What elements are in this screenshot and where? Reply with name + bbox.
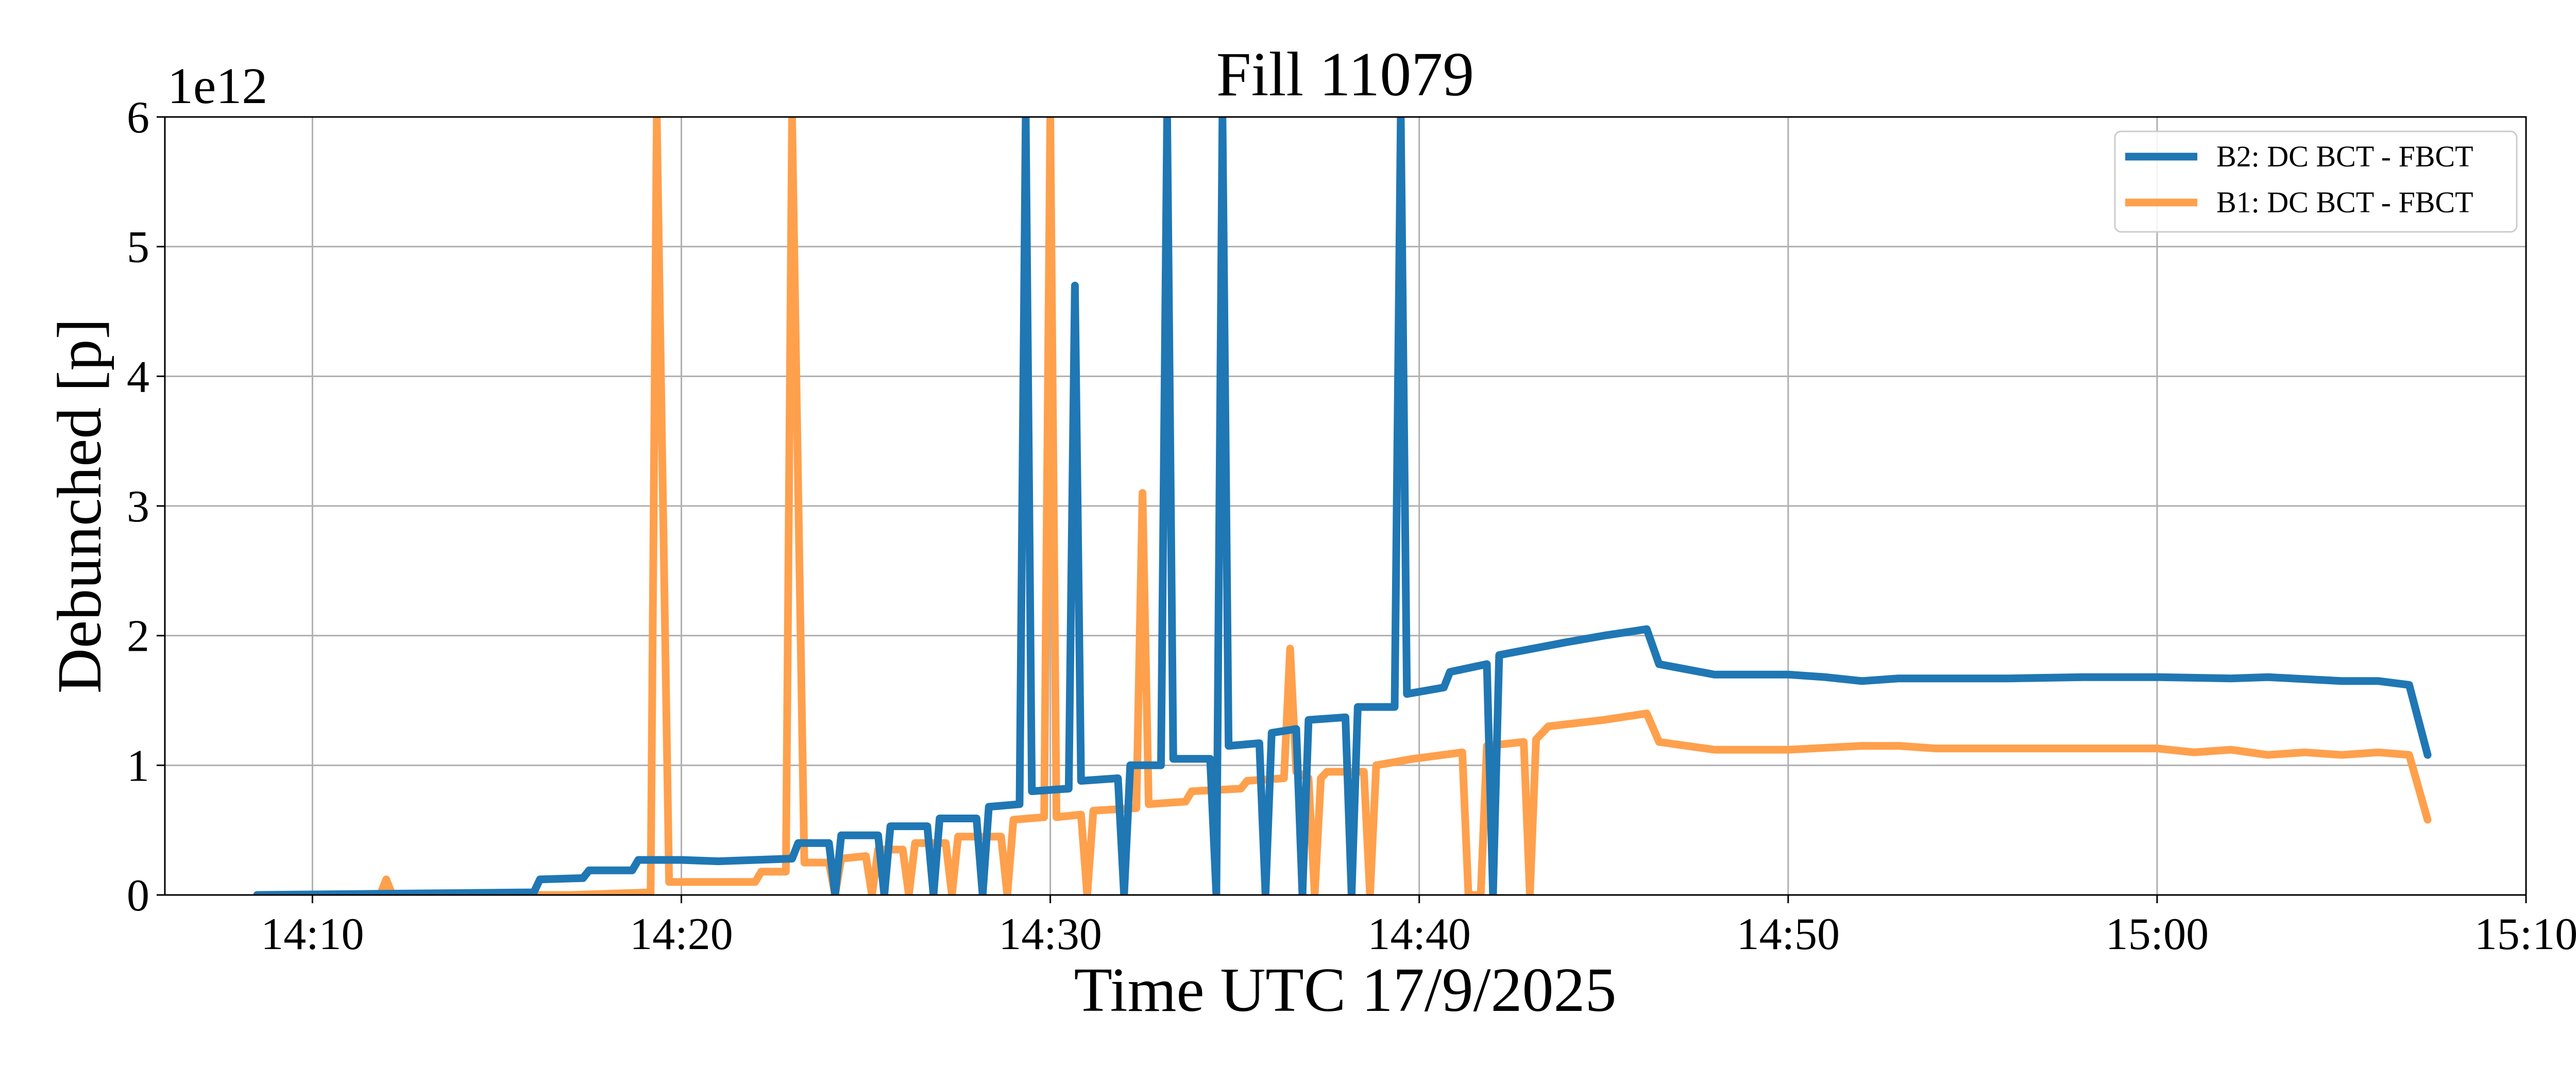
y-tick-label: 5: [127, 223, 149, 273]
x-tick-label: 14:20: [630, 909, 733, 959]
x-axis-label: Time UTC 17/9/2025: [1074, 955, 1617, 1025]
y-tick-label: 3: [127, 482, 149, 532]
y-tick-label: 6: [127, 93, 149, 143]
legend: B2: DC BCT - FBCT B1: DC BCT - FBCT: [2114, 130, 2518, 233]
series-layer: [253, 117, 2432, 895]
x-tick-label: 14:30: [998, 909, 1101, 959]
x-tick-label: 14:10: [261, 909, 364, 959]
y-axis-offset-label: 1e12: [167, 57, 267, 114]
x-tick-label: 14:50: [1737, 909, 1840, 959]
legend-label-b1: B1: DC BCT - FBCT: [2216, 185, 2473, 219]
y-tick-label: 2: [127, 612, 149, 662]
x-tick-label: 15:00: [2106, 909, 2209, 959]
x-tick-label: 14:40: [1367, 909, 1470, 959]
y-tick-label: 4: [127, 352, 149, 402]
series-line-b2: [253, 117, 2432, 895]
y-axis-label: Debunched [p]: [45, 318, 114, 694]
x-axis-ticks: 14:10 14:20 14:30 14:40 14:50 15:00 15:10: [261, 895, 2576, 959]
x-tick-label: 15:10: [2475, 909, 2576, 959]
y-tick-label: 1: [127, 741, 149, 791]
legend-label-b2: B2: DC BCT - FBCT: [2216, 140, 2473, 173]
chart-title: Fill 11079: [1216, 40, 1475, 109]
y-axis-ticks: 0 1 2 3 4 5 6: [127, 93, 165, 921]
legend-box: [2114, 130, 2518, 233]
y-tick-label: 0: [127, 871, 149, 921]
